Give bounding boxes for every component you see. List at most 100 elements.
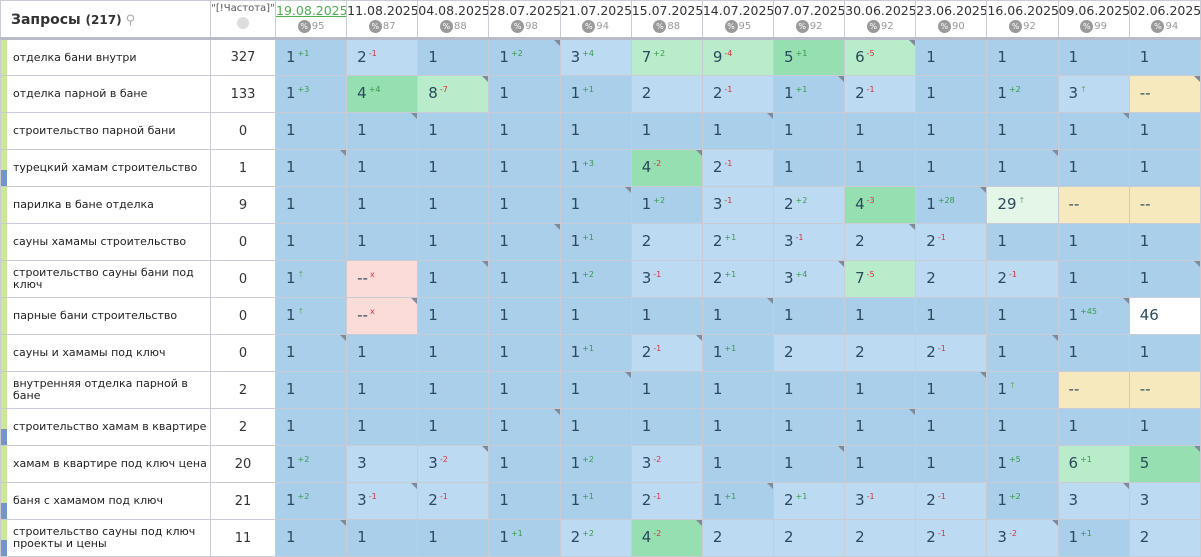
position-cell[interactable]: 1: [915, 112, 988, 150]
date-column-header[interactable]: 07.07.2025% 92: [772, 0, 846, 40]
position-cell[interactable]: 1 +2: [559, 260, 632, 298]
position-cell[interactable]: --: [1057, 186, 1130, 224]
position-cell[interactable]: 2: [630, 75, 703, 113]
position-cell[interactable]: 1: [346, 408, 419, 446]
position-cell[interactable]: 2 -1: [417, 482, 490, 520]
position-cell[interactable]: 1: [417, 149, 490, 187]
position-cell[interactable]: 1 +2: [986, 482, 1059, 520]
position-cell[interactable]: 1: [630, 371, 703, 409]
position-cell[interactable]: 3 -1: [630, 260, 703, 298]
position-cell[interactable]: 1: [417, 260, 490, 298]
search-icon[interactable]: ⚲: [125, 13, 136, 28]
position-cell[interactable]: 1: [417, 371, 490, 409]
position-cell[interactable]: 2: [630, 223, 703, 261]
position-cell[interactable]: 1: [559, 297, 632, 335]
position-cell[interactable]: --: [1128, 75, 1201, 113]
position-cell[interactable]: 1 +2: [559, 445, 632, 483]
position-cell[interactable]: 1 +2: [274, 445, 348, 483]
position-cell[interactable]: 1: [417, 223, 490, 261]
position-cell[interactable]: 4 +4: [346, 75, 419, 113]
date-column-header[interactable]: 14.07.2025% 95: [701, 0, 774, 40]
date-label[interactable]: 23.06.2025: [916, 3, 987, 18]
position-cell[interactable]: 1: [1057, 334, 1130, 372]
date-label[interactable]: 30.06.2025: [845, 3, 916, 18]
position-cell[interactable]: 1: [488, 75, 561, 113]
position-cell[interactable]: 1 ↑: [274, 297, 348, 335]
position-cell[interactable]: 1: [488, 223, 561, 261]
position-cell[interactable]: 8 -7: [417, 75, 490, 113]
date-label[interactable]: 09.06.2025: [1058, 3, 1130, 18]
position-cell[interactable]: 1 +1: [488, 519, 561, 557]
position-cell[interactable]: 1: [986, 408, 1059, 446]
position-cell[interactable]: 1: [274, 223, 348, 261]
position-cell[interactable]: 1: [772, 112, 846, 150]
position-cell[interactable]: 1: [488, 297, 561, 335]
position-cell[interactable]: 1: [915, 408, 988, 446]
position-cell[interactable]: 1: [274, 186, 348, 224]
position-cell[interactable]: 2 +1: [701, 260, 774, 298]
position-cell[interactable]: 1: [844, 408, 917, 446]
position-cell[interactable]: 4 -2: [630, 149, 703, 187]
position-cell[interactable]: 1: [1057, 112, 1130, 150]
position-cell[interactable]: 1 +1: [274, 38, 348, 76]
position-cell[interactable]: 1: [559, 186, 632, 224]
position-cell[interactable]: 1: [915, 149, 988, 187]
date-column-header[interactable]: 09.06.2025% 99: [1057, 0, 1130, 40]
position-cell[interactable]: 1: [986, 112, 1059, 150]
position-cell[interactable]: 1: [986, 334, 1059, 372]
date-label[interactable]: 15.07.2025: [631, 3, 703, 18]
position-cell[interactable]: 1: [844, 445, 917, 483]
query-cell[interactable]: строительство парной бани: [0, 112, 211, 150]
position-cell[interactable]: 1: [346, 334, 419, 372]
position-cell[interactable]: 6 -5: [844, 38, 917, 76]
position-cell[interactable]: 2 -1: [986, 260, 1059, 298]
query-cell[interactable]: сауны хамамы строительство: [0, 223, 211, 261]
position-cell[interactable]: 1: [772, 408, 846, 446]
position-cell[interactable]: 1: [1128, 149, 1201, 187]
position-cell[interactable]: 3 -1: [772, 223, 846, 261]
position-cell[interactable]: 5 +1: [772, 38, 846, 76]
position-cell[interactable]: 2 -1: [915, 519, 988, 557]
position-cell[interactable]: 2 -1: [844, 75, 917, 113]
position-cell[interactable]: 1: [844, 297, 917, 335]
position-cell[interactable]: 1: [772, 371, 846, 409]
position-cell[interactable]: 6 +1: [1057, 445, 1130, 483]
position-cell[interactable]: 3: [1128, 482, 1201, 520]
position-cell[interactable]: 1: [417, 334, 490, 372]
query-cell[interactable]: строительство хамам в квартире: [0, 408, 211, 446]
position-cell[interactable]: 1: [986, 149, 1059, 187]
query-cell[interactable]: хамам в квартире под ключ цена: [0, 445, 211, 483]
position-cell[interactable]: 1: [488, 260, 561, 298]
position-cell[interactable]: -- x: [346, 260, 419, 298]
position-cell[interactable]: 1: [1128, 334, 1201, 372]
position-cell[interactable]: 2: [915, 260, 988, 298]
position-cell[interactable]: 1 +2: [274, 482, 348, 520]
date-column-header[interactable]: 15.07.2025% 88: [630, 0, 703, 40]
position-cell[interactable]: 2 +1: [701, 223, 774, 261]
query-cell[interactable]: строительство сауны под ключ проекты и ц…: [0, 519, 211, 557]
position-cell[interactable]: 1: [488, 112, 561, 150]
position-cell[interactable]: 7 -5: [844, 260, 917, 298]
position-cell[interactable]: 1 +1: [559, 482, 632, 520]
position-cell[interactable]: 1: [274, 408, 348, 446]
position-cell[interactable]: 1: [630, 112, 703, 150]
date-column-header[interactable]: 04.08.2025% 88: [417, 0, 490, 40]
position-cell[interactable]: 2 -1: [701, 75, 774, 113]
date-column-header[interactable]: 30.06.2025% 92: [844, 0, 917, 40]
position-cell[interactable]: 1: [1057, 223, 1130, 261]
position-cell[interactable]: 1: [346, 149, 419, 187]
position-cell[interactable]: 1 ↑: [986, 371, 1059, 409]
position-cell[interactable]: 2: [772, 334, 846, 372]
position-cell[interactable]: 1: [1057, 149, 1130, 187]
position-cell[interactable]: 3 -1: [346, 482, 419, 520]
position-cell[interactable]: 3 ↑: [1057, 75, 1130, 113]
position-cell[interactable]: 1 +1: [701, 482, 774, 520]
position-cell[interactable]: 1: [630, 297, 703, 335]
position-cell[interactable]: 4 -2: [630, 519, 703, 557]
position-cell[interactable]: 1: [915, 371, 988, 409]
date-label[interactable]: 07.07.2025: [773, 3, 845, 18]
date-label[interactable]: 14.07.2025: [702, 3, 774, 18]
position-cell[interactable]: 1 +1: [701, 334, 774, 372]
date-label[interactable]: 19.08.2025: [276, 3, 347, 18]
position-cell[interactable]: 1 +3: [274, 75, 348, 113]
